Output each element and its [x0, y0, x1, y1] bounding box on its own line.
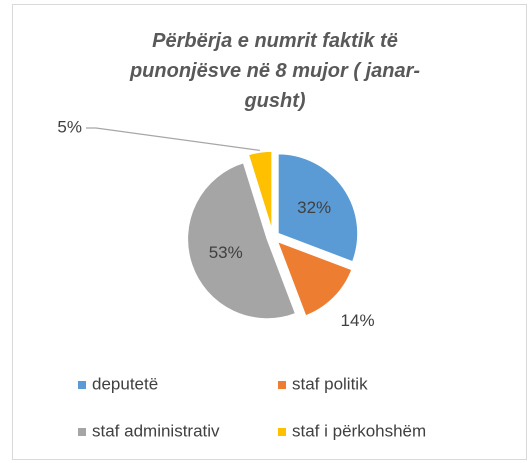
legend-swatch — [78, 381, 86, 389]
pie-slice — [186, 161, 297, 320]
legend-label: staf i përkohshëm — [292, 421, 426, 440]
pie-slice — [247, 150, 273, 232]
pie-slice — [277, 152, 359, 263]
legend-swatch — [278, 428, 286, 436]
legend-label: staf politik — [292, 374, 368, 393]
chart-title: Përbërja e numrit faktik të punonjësve n… — [129, 30, 421, 112]
legend-label: staf administrativ — [92, 421, 220, 440]
data-label: 53% — [209, 243, 243, 262]
chart-frame — [12, 4, 527, 460]
pie-slice — [275, 239, 354, 318]
leader-line — [86, 127, 260, 152]
legend-swatch — [78, 428, 86, 436]
data-label: 32% — [297, 198, 331, 217]
legend-swatch — [278, 381, 286, 389]
legend-label: deputetë — [92, 374, 158, 393]
data-label: 14% — [341, 311, 375, 330]
data-label: 5% — [57, 117, 82, 136]
